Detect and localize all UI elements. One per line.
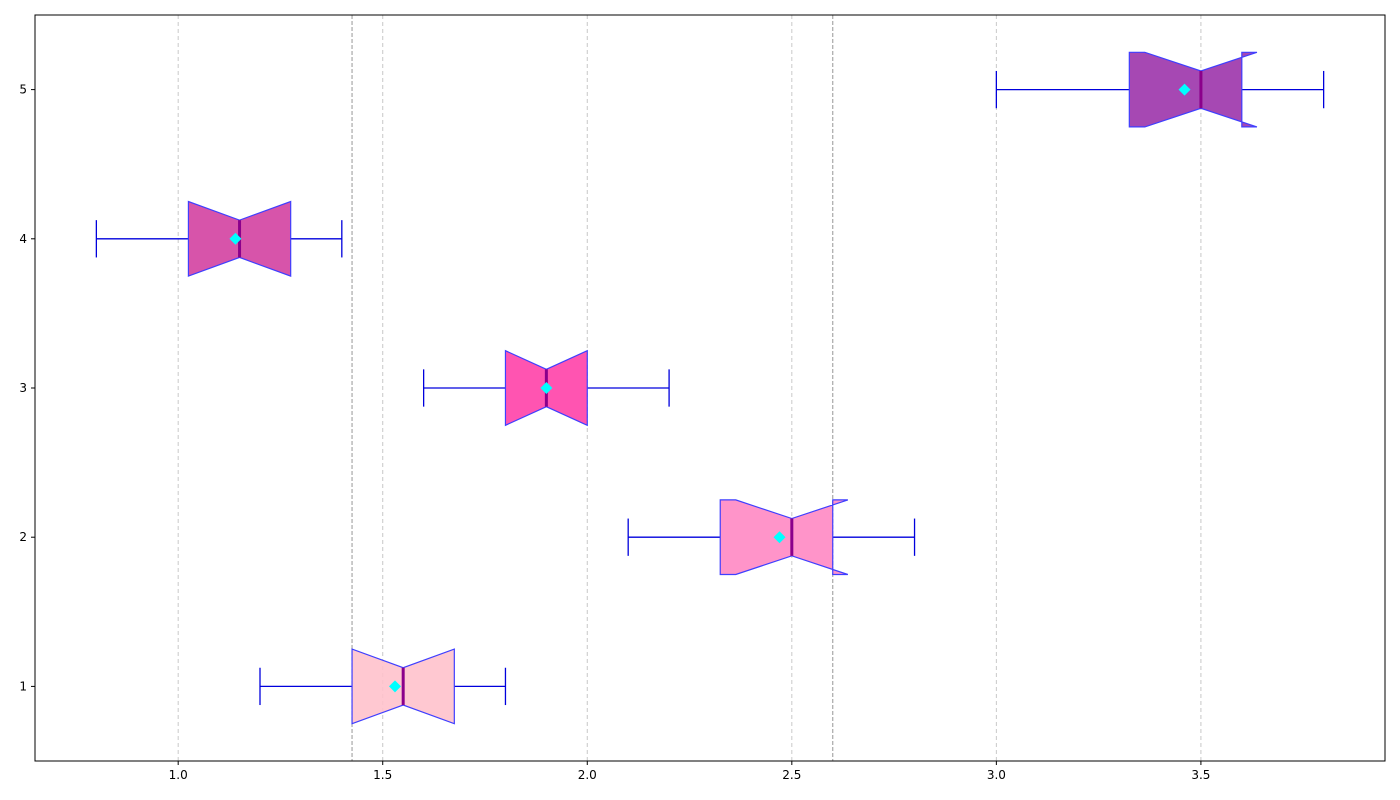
x-tick-label: 1.0 bbox=[169, 768, 188, 782]
box-layer bbox=[95, 51, 1325, 725]
mean-marker bbox=[540, 382, 553, 394]
y-tick-label: 5 bbox=[19, 83, 27, 97]
mean-marker bbox=[1178, 83, 1191, 96]
y-tick-label: 4 bbox=[19, 232, 27, 246]
x-tick-label: 3.5 bbox=[1191, 768, 1210, 782]
x-tick-label: 2.5 bbox=[782, 768, 801, 782]
x-tick-label: 3.0 bbox=[987, 768, 1006, 782]
box-group-1 bbox=[259, 648, 507, 725]
box-group-3 bbox=[422, 349, 670, 427]
axis-layer: 1.0 1.5 2.0 2.5 3.0 3.5 1 2 3 4 5 bbox=[19, 83, 1210, 782]
y-tick-label: 3 bbox=[19, 381, 27, 395]
box-group-5 bbox=[995, 51, 1325, 128]
y-tick-label: 2 bbox=[19, 530, 27, 544]
mean-marker bbox=[229, 232, 242, 245]
mean-marker bbox=[389, 680, 401, 693]
mean-marker bbox=[773, 531, 786, 544]
box-group-2 bbox=[627, 499, 916, 576]
y-tick-label: 1 bbox=[19, 679, 27, 693]
box-body bbox=[1128, 51, 1258, 128]
box-group-4 bbox=[95, 200, 343, 277]
x-tick-label: 2.0 bbox=[578, 768, 597, 782]
x-tick-label: 1.5 bbox=[373, 768, 392, 782]
